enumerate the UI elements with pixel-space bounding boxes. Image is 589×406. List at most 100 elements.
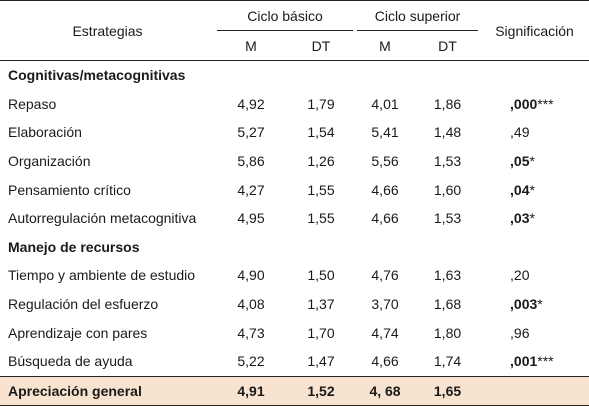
table-row: Organización 5,86 1,26 5,56 1,53 ,05*	[0, 147, 589, 176]
value-dt-basico: 1,55	[307, 210, 335, 227]
section-title: Cognitivas/metacognitivas	[8, 67, 186, 84]
value-m-superior: 5,56	[371, 153, 399, 170]
header-m-basico: M	[215, 31, 287, 61]
significance-value: ,05	[510, 153, 530, 170]
total-dt-basico: 1,52	[287, 375, 356, 406]
value-significacion: ,001***	[480, 347, 589, 376]
significance-stars: *	[529, 153, 535, 170]
strategy-label: Autorregulación metacognitiva	[8, 210, 197, 227]
value-m-superior: 4,76	[371, 267, 399, 284]
value-dt-basico: 1,55	[307, 181, 335, 198]
value-dt-basico: 1,47	[307, 353, 335, 370]
value-m-basico: 5,27	[237, 124, 265, 141]
strategy-label: Repaso	[8, 95, 57, 112]
strategy-label: Tiempo y ambiente de estudio	[8, 267, 196, 284]
strategy-label: Búsqueda de ayuda	[8, 353, 133, 370]
value-significacion: ,03*	[480, 204, 589, 233]
total-m-basico: 4,91	[215, 375, 287, 406]
value-dt-basico: 1,26	[307, 153, 335, 170]
value-m-basico: 4,08	[237, 296, 265, 313]
value-m-superior: 3,70	[371, 296, 399, 313]
significance-value: ,04	[510, 181, 530, 198]
value-significacion: ,96	[480, 318, 589, 347]
strategy-label: Regulación del esfuerzo	[8, 296, 159, 313]
header-ciclo-basico: Ciclo básico	[215, 0, 356, 31]
significance-stars: ***	[537, 95, 554, 112]
value-dt-basico: 1,70	[307, 324, 335, 341]
table-row: Aprendizaje con pares 4,73 1,70 4,74 1,80 ,96	[0, 318, 589, 347]
table-body: Cognitivas/metacognitivas Repaso 4,92 1,79 4…	[0, 61, 589, 406]
table-header: Estrategias Ciclo básico Ciclo superior …	[0, 0, 589, 61]
significance-value: ,20	[510, 267, 530, 284]
value-m-superior: 4,66	[371, 353, 399, 370]
value-significacion: ,05*	[480, 147, 589, 176]
significance-value: ,001	[510, 353, 538, 370]
total-label: Apreciación general	[0, 375, 215, 406]
value-dt-superior: 1,68	[433, 296, 462, 313]
value-dt-superior: 1,80	[433, 324, 462, 341]
significance-value: ,49	[510, 124, 530, 141]
value-m-superior: 4,66	[371, 181, 399, 198]
value-dt-basico: 1,54	[307, 124, 335, 141]
value-significacion: ,04*	[480, 175, 589, 204]
value-dt-basico: 1,79	[307, 95, 335, 112]
value-significacion: ,20	[480, 261, 589, 290]
table-row: Repaso 4,92 1,79 4,01 1,86 ,000***	[0, 90, 589, 119]
header-significacion: Significación	[480, 0, 589, 61]
total-m-superior: 4, 68	[355, 375, 416, 406]
value-dt-basico: 1,50	[307, 267, 335, 284]
table-row: Regulación del esfuerzo 4,08 1,37 3,70 1,68,…	[0, 290, 589, 319]
table-row: Pensamiento crítico 4,27 1,55 4,66 1,60 ,04*	[0, 175, 589, 204]
total-row: Apreciación general 4,91 1,52 4, 68 1,65	[0, 375, 589, 406]
significance-value: ,003	[510, 296, 538, 313]
header-estrategias: Estrategias	[0, 0, 215, 61]
value-m-basico: 4,90	[237, 267, 265, 284]
value-m-basico: 4,73	[237, 324, 265, 341]
strategy-label: Elaboración	[8, 124, 82, 141]
value-significacion: ,003*	[480, 290, 589, 319]
value-dt-basico: 1,37	[307, 296, 335, 313]
value-dt-superior: 1,48	[433, 124, 462, 141]
significance-value: ,96	[510, 324, 530, 341]
value-significacion: ,49	[480, 118, 589, 147]
total-significacion	[480, 375, 589, 406]
strategy-label: Organización	[8, 153, 91, 170]
value-dt-superior: 1,74	[433, 353, 462, 370]
value-m-basico: 4,92	[237, 95, 265, 112]
strategy-label: Aprendizaje con pares	[8, 324, 148, 341]
value-m-basico: 5,22	[237, 353, 265, 370]
header-dt-basico: DT	[287, 31, 356, 61]
section-header-row: Cognitivas/metacognitivas	[0, 61, 589, 90]
header-dt-superior: DT	[415, 31, 481, 61]
value-dt-superior: 1,86	[433, 95, 462, 112]
significance-stars: ***	[537, 353, 554, 370]
table-row: Tiempo y ambiente de estudio 4,90 1,50 4,76…	[0, 261, 589, 290]
value-significacion: ,000***	[480, 90, 589, 119]
header-m-superior: M	[355, 31, 416, 61]
strategy-label: Pensamiento crítico	[8, 181, 131, 198]
significance-stars: *	[537, 296, 543, 313]
significance-stars: *	[529, 210, 535, 227]
section-title: Manejo de recursos	[8, 238, 140, 255]
table-row: Autorregulación metacognitiva 4,95 1,55 4,6…	[0, 204, 589, 233]
table-row: Elaboración 5,27 1,54 5,41 1,48 ,49	[0, 118, 589, 147]
significance-value: ,03	[510, 210, 530, 227]
value-dt-superior: 1,53	[433, 153, 462, 170]
value-m-superior: 4,01	[371, 95, 399, 112]
value-m-basico: 5,86	[237, 153, 265, 170]
table-row: Búsqueda de ayuda 5,22 1,47 4,66 1,74 ,001***	[0, 347, 589, 376]
value-m-basico: 4,27	[237, 181, 265, 198]
section-header-row: Manejo de recursos	[0, 233, 589, 262]
header-ciclo-superior: Ciclo superior	[355, 0, 481, 31]
value-m-superior: 4,74	[371, 324, 399, 341]
value-m-superior: 4,66	[371, 210, 399, 227]
significance-stars: *	[529, 181, 535, 198]
value-dt-superior: 1,63	[433, 267, 462, 284]
total-dt-superior: 1,65	[415, 375, 481, 406]
significance-value: ,000	[510, 95, 538, 112]
value-m-superior: 5,41	[371, 124, 399, 141]
value-dt-superior: 1,53	[433, 210, 462, 227]
value-m-basico: 4,95	[237, 210, 265, 227]
